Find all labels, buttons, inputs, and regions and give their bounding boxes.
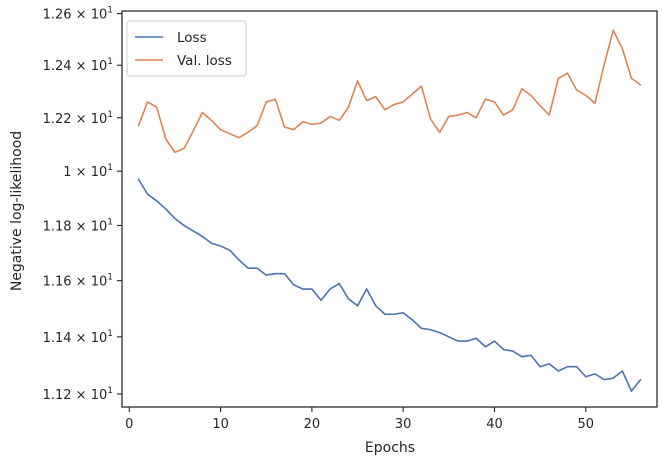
series-line-val-loss (137, 29, 642, 154)
y-tick-label: 1.18 × 101 (43, 217, 113, 234)
x-axis-ticks: 0 10 20 30 40 50 (125, 407, 594, 432)
plot-lines (137, 29, 642, 392)
x-tick-label: 50 (578, 417, 595, 432)
y-tick-label: 1.12 × 101 (43, 386, 113, 403)
legend-label-val-loss: Val. loss (177, 53, 232, 69)
y-tick-label: 1.14 × 101 (43, 329, 113, 346)
legend-label-loss: Loss (177, 30, 207, 46)
y-axis-label: Negative log-likelihood (9, 131, 25, 291)
x-tick-label: 10 (212, 417, 229, 432)
x-tick-label: 40 (486, 417, 503, 432)
y-tick-label: 1.16 × 101 (43, 273, 113, 290)
legend-box (126, 20, 247, 77)
legend: Loss Val. loss (126, 20, 247, 77)
y-axis-ticks: 1.12 × 101 1.14 × 101 1.16 × 101 1.18 × 101… (43, 6, 122, 403)
plot-frame (121, 10, 658, 408)
y-tick-label: 1.24 × 101 (43, 57, 113, 74)
y-tick-label: 1.22 × 101 (43, 110, 113, 127)
x-tick-label: 0 (125, 417, 133, 432)
x-tick-label: 30 (395, 417, 412, 432)
y-tick-label: 1.26 × 101 (43, 6, 113, 23)
y-tick-label: 1 × 101 (63, 163, 113, 180)
series-line-loss (137, 178, 642, 392)
x-axis-label: Epochs (365, 440, 415, 456)
x-tick-label: 20 (304, 417, 321, 432)
